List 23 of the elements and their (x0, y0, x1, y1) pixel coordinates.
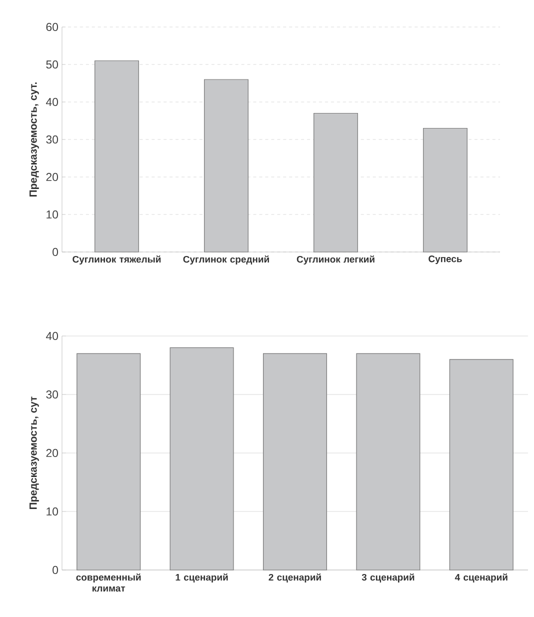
y-tick-label: 10 (46, 210, 58, 219)
y-tick-label: 0 (52, 566, 58, 574)
y-tick-label: 60 (46, 22, 58, 32)
y-tick-label: 40 (46, 98, 58, 106)
y-tick-label: 40 (46, 332, 58, 340)
x-tick-label: Супесь (428, 256, 462, 264)
x-tick-label: 2 сценарий (268, 574, 321, 583)
y-axis-title: Предсказуемость, сут (30, 396, 39, 510)
y-tick-label: 30 (46, 390, 58, 399)
x-tick-label: 1 сценарий (176, 574, 228, 583)
y-tick-label: 20 (46, 172, 58, 182)
y-tick-label: 30 (46, 135, 58, 144)
y-axis-title: Предсказуемость, сут. (30, 82, 39, 197)
x-tick-label: Суглинок тяжелый (72, 256, 161, 265)
y-tick-label: 50 (46, 60, 58, 69)
x-tick-label: Суглинок легкий (296, 256, 374, 265)
x-tick-label: Суглинок средний (183, 256, 269, 265)
x-tick-label: современный климат (76, 574, 141, 592)
x-tick-label: 3 сценарий (362, 574, 414, 583)
y-tick-label: 10 (46, 507, 58, 516)
x-tick-label: 4 сценарий (454, 574, 508, 583)
y-tick-label: 20 (46, 448, 58, 458)
y-tick-label: 0 (52, 248, 58, 256)
